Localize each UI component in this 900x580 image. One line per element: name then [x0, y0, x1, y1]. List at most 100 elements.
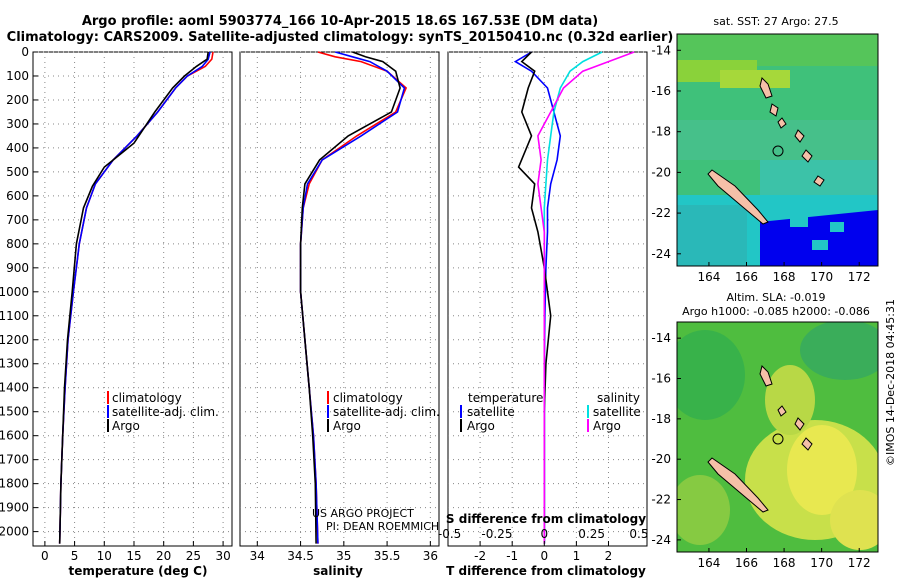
y-tick-label: 1100	[0, 309, 29, 323]
y-tick-label: 1000	[0, 285, 29, 299]
y-tick-label: 1800	[0, 477, 29, 491]
legend-argo-label: Argo	[333, 419, 361, 433]
argo-location-marker	[772, 145, 784, 157]
map-x-tick-label: 164	[697, 556, 720, 570]
s-tick-label: -0.25	[481, 527, 512, 541]
map-y-tick-label: -24	[651, 533, 671, 547]
series-line-t-satellite	[513, 51, 562, 544]
x-tick-label: -1	[506, 549, 518, 563]
x-tick-label: 1	[573, 549, 581, 563]
map-x-tick-label: 172	[848, 556, 871, 570]
series-line-climatology	[58, 51, 214, 544]
x-tick-label: 35.5	[374, 549, 401, 563]
y-tick-label: 500	[6, 165, 29, 179]
sla-map-title-line2: Argo h1000: -0.085 h2000: -0.086	[682, 305, 870, 318]
y-tick-label: 1900	[0, 501, 29, 515]
x-tick-label: -2	[474, 549, 486, 563]
series-line-argo	[58, 51, 209, 544]
y-tick-label: 1200	[0, 333, 29, 347]
y-tick-label: 800	[6, 237, 29, 251]
map-x-tick-label: 168	[773, 270, 796, 284]
y-tick-label: 900	[6, 261, 29, 275]
x-tick-label: 25	[186, 549, 201, 563]
sla-map-frame	[676, 321, 879, 553]
map-x-tick-label: 168	[773, 556, 796, 570]
temperature-xlabel: temperature (deg C)	[69, 564, 208, 578]
x-tick-label: 0	[41, 549, 49, 563]
legend-s-satellite-label: satellite	[593, 405, 641, 419]
series-line-satellite-adj-clim-	[299, 51, 406, 544]
x-tick-label: 35	[336, 549, 351, 563]
salinity-plot-frame	[239, 51, 440, 547]
map-y-tick-label: -16	[651, 371, 671, 385]
y-tick-label: 1400	[0, 381, 29, 395]
y-tick-label: 600	[6, 189, 29, 203]
argo-location-marker	[772, 433, 784, 445]
y-tick-label: 2000	[0, 525, 29, 539]
series-line-satellite-adj-clim-	[58, 51, 211, 544]
map-y-tick-label: -16	[651, 84, 671, 98]
sst-map-frame	[676, 33, 879, 267]
salinity-xlabel: salinity	[313, 564, 363, 578]
y-tick-label: 100	[6, 69, 29, 83]
sla-map: Altim. SLA: -0.019 Argo h1000: -0.085 h2…	[651, 291, 879, 570]
legend-satellite-label: satellite-adj. clim.	[333, 405, 440, 419]
series-line-climatology	[299, 51, 408, 544]
temperature-legend: climatology satellite-adj. clim. Argo	[107, 391, 219, 433]
map-y-tick-label: -22	[651, 493, 671, 507]
y-tick-label: 1300	[0, 357, 29, 371]
map-x-tick-label: 164	[697, 270, 720, 284]
sla-map-title-line1: Altim. SLA: -0.019	[726, 291, 825, 304]
series-line-s-satellite	[543, 51, 603, 544]
map-y-tick-label: -14	[651, 331, 671, 345]
map-x-tick-label: 172	[848, 270, 871, 284]
s-tick-label: -0.5	[438, 527, 461, 541]
legend-t-argo-label: Argo	[467, 419, 495, 433]
y-tick-label: 300	[6, 117, 29, 131]
difference-xlabel: T difference from climatology	[446, 564, 646, 578]
legend-temperature-title: temperature	[468, 391, 543, 405]
x-tick-label: 0	[540, 549, 548, 563]
sst-map-field	[677, 34, 878, 266]
map-y-tick-label: -22	[651, 206, 671, 220]
x-tick-label: 36	[423, 549, 438, 563]
map-x-tick-label: 170	[810, 270, 833, 284]
map-x-tick-label: 166	[735, 556, 758, 570]
map-y-tick-label: -18	[651, 125, 671, 139]
y-tick-label: 1600	[0, 429, 29, 443]
difference-plot-frame	[447, 51, 648, 547]
x-tick-label: 20	[156, 549, 171, 563]
map-x-tick-label: 170	[810, 556, 833, 570]
figure-title-line1: Argo profile: aoml 5903774_166 10-Apr-20…	[82, 14, 598, 29]
figure-title-line2: Climatology: CARS2009. Satellite-adjuste…	[7, 30, 674, 45]
map-y-tick-label: -24	[651, 247, 671, 261]
x-tick-label: 2	[605, 549, 613, 563]
legend-climatology-label: climatology	[112, 391, 182, 405]
temperature-panel: 0100200300400500600700800900100011001200…	[0, 45, 233, 578]
legend-s-argo-label: Argo	[593, 419, 621, 433]
y-tick-label: 200	[6, 93, 29, 107]
sst-map: sat. SST: 27 Argo: 27.5	[651, 15, 879, 284]
legend-t-satellite-label: satellite	[467, 405, 515, 419]
difference-panel: -2 -1 0 1 2 -0.5 -0.25 0 0.25 0.5 T difference f…	[438, 51, 649, 578]
temperature-plot-frame	[32, 51, 233, 547]
legend-argo-label: Argo	[112, 419, 140, 433]
sla-map-field	[677, 322, 878, 552]
map-y-tick-label: -14	[651, 43, 671, 57]
map-y-tick-label: -20	[651, 165, 671, 179]
project-annotation-line1: US ARGO PROJECT	[312, 507, 414, 520]
x-tick-label: 5	[71, 549, 79, 563]
sst-map-title: sat. SST: 27 Argo: 27.5	[713, 15, 838, 28]
series-line-argo	[299, 51, 401, 544]
x-tick-label: 15	[126, 549, 141, 563]
map-y-tick-label: -20	[651, 452, 671, 466]
imos-watermark: ©IMOS 14-Dec-2018 04:45:31	[884, 299, 897, 466]
s-tick-label: 0.5	[629, 527, 648, 541]
x-tick-label: 10	[97, 549, 112, 563]
salinity-legend: climatology satellite-adj. clim. Argo	[327, 391, 440, 433]
difference-legend: temperature satellite Argo salinity sate…	[460, 391, 641, 433]
series-line-s-argo	[537, 51, 635, 544]
legend-satellite-label: satellite-adj. clim.	[112, 405, 219, 419]
difference-top-xlabel: S difference from climatology	[446, 512, 646, 526]
